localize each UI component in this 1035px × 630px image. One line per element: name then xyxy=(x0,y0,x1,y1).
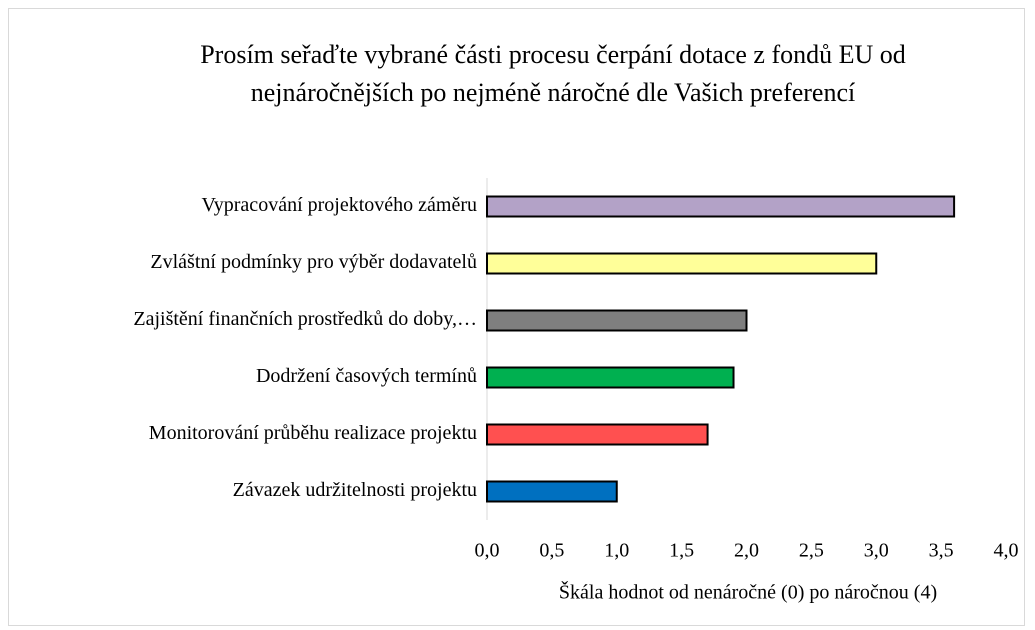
x-tick-label: 0,0 xyxy=(475,540,500,562)
y-tick-label: Závazek udržitelnosti projektu xyxy=(233,479,477,501)
bar xyxy=(486,309,748,332)
x-tick-label: 4,0 xyxy=(994,540,1019,562)
chart-frame xyxy=(8,8,1025,626)
y-tick-label: Vypracování projektového záměru xyxy=(202,194,477,216)
bar xyxy=(486,423,709,446)
bar xyxy=(486,195,956,218)
bar xyxy=(486,480,618,503)
chart-title: Prosím seřaďte vybrané části procesu čer… xyxy=(200,40,906,107)
x-tick-label: 2,0 xyxy=(734,540,759,562)
x-tick-label: 1,5 xyxy=(669,540,694,562)
x-tick-label: 3,0 xyxy=(864,540,889,562)
y-tick-label: Monitorování průběhu realizace projektu xyxy=(149,422,477,444)
x-tick-label: 0,5 xyxy=(539,540,564,562)
bar xyxy=(486,252,878,275)
y-tick-label: Zvláštní podmínky pro výběr dodavatelů xyxy=(150,251,477,273)
bar xyxy=(486,366,735,389)
x-axis-title: Škála hodnot od nenáročné (0) po náročno… xyxy=(559,580,937,604)
y-tick-label: Zajištění finančních prostředků do doby,… xyxy=(133,308,477,330)
x-tick-label: 3,5 xyxy=(929,540,954,562)
x-tick-label: 2,5 xyxy=(799,540,824,562)
x-tick-label: 1,0 xyxy=(604,540,629,562)
y-tick-label: Dodržení časových termínů xyxy=(256,365,477,387)
